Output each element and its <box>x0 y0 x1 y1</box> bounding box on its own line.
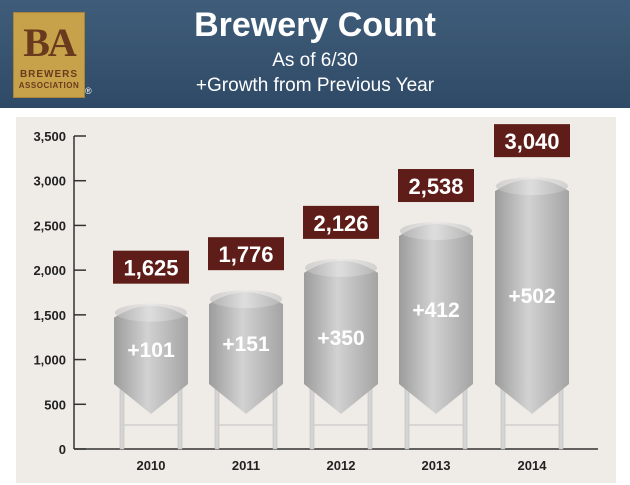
y-tick-label: 2,000 <box>33 263 66 278</box>
x-tick-label: 2012 <box>327 458 356 473</box>
growth-label: +151 <box>222 333 270 356</box>
value-label: 3,040 <box>504 129 559 154</box>
y-tick-label: 0 <box>59 442 66 457</box>
logo-mark: BA <box>23 20 77 65</box>
x-tick-label: 2013 <box>422 458 451 473</box>
silo-cap <box>115 303 187 322</box>
chart-subtitle-growth: +Growth from Previous Year <box>195 75 435 96</box>
silo-body <box>209 292 283 414</box>
silo-leg <box>367 387 373 450</box>
growth-label: +412 <box>412 299 459 322</box>
silo-body <box>304 260 378 414</box>
silo-body <box>399 224 473 414</box>
y-tick-label: 2,500 <box>33 218 66 233</box>
silo-bar-2012: +350 2,126 <box>303 205 379 450</box>
silo-leg <box>214 387 220 450</box>
y-tick-label: 1,000 <box>33 353 66 368</box>
silo-bar-2014: +502 3,040 <box>494 124 570 450</box>
value-label-box <box>398 169 474 203</box>
x-tick-label: 2010 <box>137 458 166 473</box>
silo-leg <box>558 387 564 450</box>
growth-label: +350 <box>317 327 364 350</box>
y-tick-label: 3,000 <box>33 174 66 189</box>
x-axis: 2010 2011 2012 2013 2014 <box>137 458 548 473</box>
brewers-association-logo: BA BREWERS ASSOCIATION <box>13 12 85 98</box>
growth-label: +502 <box>508 285 555 308</box>
silo-leg <box>309 387 315 450</box>
value-label: 1,776 <box>218 242 273 267</box>
logo-text-association: ASSOCIATION <box>18 81 80 90</box>
registered-mark: ® <box>85 86 92 96</box>
growth-label: +101 <box>127 339 175 362</box>
silo-body <box>114 305 188 414</box>
value-label: 2,126 <box>313 211 368 236</box>
logo-text-brewers: BREWERS <box>19 69 79 80</box>
value-label-box <box>113 250 189 284</box>
silo-bar-2010: +101 1,625 <box>113 250 189 450</box>
silo-leg <box>119 387 125 450</box>
silo-leg <box>177 387 183 450</box>
silo-bars: +101 1,625 +151 1,776 +350 2,126 +412 2,538 +502… <box>113 124 570 450</box>
y-tick-label: 500 <box>44 397 66 412</box>
value-label: 1,625 <box>123 256 178 281</box>
y-axis: 0 500 1,000 1,500 2,000 2,500 3,000 3,500 <box>33 129 598 457</box>
silo-body <box>495 179 569 414</box>
x-tick-label: 2011 <box>232 458 260 473</box>
silo-cap <box>210 290 282 309</box>
header-banner: BA BREWERS ASSOCIATION ® Brewery Count A… <box>0 0 630 108</box>
value-label: 2,538 <box>408 174 463 199</box>
silo-leg <box>500 387 506 450</box>
silo-cap <box>496 177 568 196</box>
silo-cap <box>305 258 377 277</box>
silo-bar-2011: +151 1,776 <box>208 237 284 450</box>
value-label-box <box>208 237 284 271</box>
value-label-box <box>303 205 379 239</box>
chart-title: Brewery Count <box>194 6 436 44</box>
y-tick-label: 1,500 <box>33 308 66 323</box>
x-tick-label: 2014 <box>518 458 548 473</box>
silo-bar-2013: +412 2,538 <box>398 169 474 450</box>
y-tick-label: 3,500 <box>33 129 66 144</box>
silo-leg <box>462 387 468 450</box>
silo-leg <box>272 387 278 450</box>
value-label-box <box>494 124 570 158</box>
silo-leg <box>404 387 410 450</box>
chart-subtitle-date: As of 6/30 <box>272 50 358 71</box>
silo-cap <box>400 222 472 241</box>
